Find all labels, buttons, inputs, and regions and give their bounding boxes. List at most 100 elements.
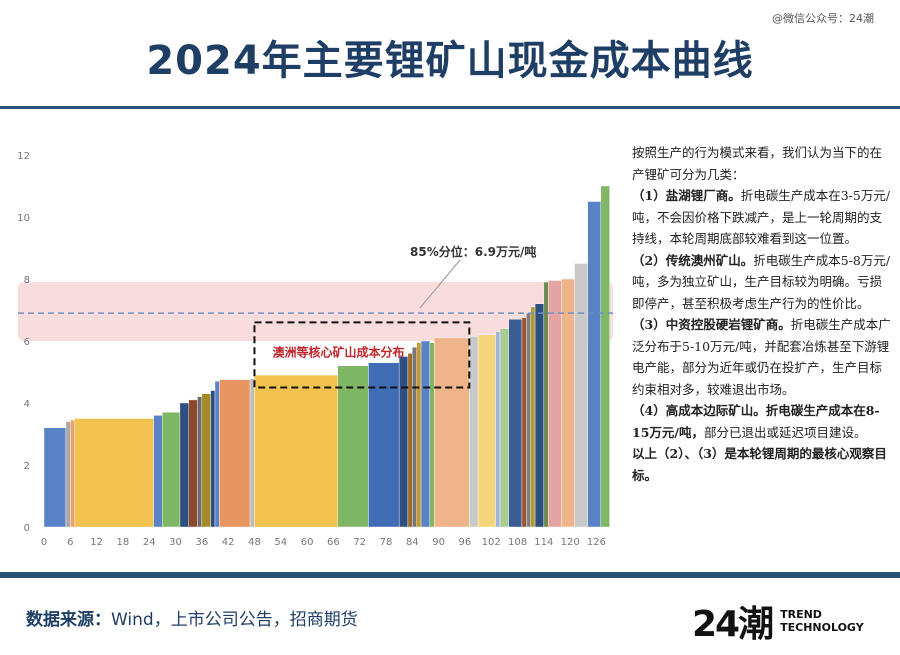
bar-34 xyxy=(543,281,549,528)
y-tick-label: 12 xyxy=(17,151,30,162)
bar-22 xyxy=(420,340,431,528)
bar-8 xyxy=(188,399,198,528)
x-tick-label: 54 xyxy=(274,537,287,548)
bar-5 xyxy=(153,415,163,528)
logo-mark: 24潮 xyxy=(692,604,774,645)
percentile-leader xyxy=(419,259,461,309)
x-tick-label: 90 xyxy=(432,537,445,548)
y-tick-label: 0 xyxy=(24,523,30,534)
bar-4 xyxy=(74,418,154,528)
x-tick-label: 36 xyxy=(195,537,208,548)
bar-25 xyxy=(469,336,479,528)
notes-item-2: （2）传统澳州矿山。折电碳生产成本5-8万元/吨，多为独立矿山，生产目标较为明确… xyxy=(632,250,894,315)
bar-6 xyxy=(162,412,181,528)
x-tick-label: 126 xyxy=(587,537,606,548)
bar-39 xyxy=(600,185,610,528)
bar-32 xyxy=(530,306,536,528)
notes-item-1-body: 折电碳生产成本在3-5万元/吨，不会因价格下跌减产，是上一轮周期的支持线，本轮周… xyxy=(632,188,891,246)
bar-7 xyxy=(179,402,189,528)
x-tick-label: 96 xyxy=(459,537,472,548)
bar-24 xyxy=(434,337,470,528)
bar-29 xyxy=(508,319,523,528)
highlight-band xyxy=(18,282,613,341)
bar-1 xyxy=(43,427,67,528)
source-text: Wind，上市公司公告，招商期货 xyxy=(111,610,358,630)
notes-conclusion-text: 以上（2）、（3）是本轮锂周期的最核心观察目标。 xyxy=(632,446,887,483)
x-tick-label: 18 xyxy=(117,537,130,548)
y-tick-label: 4 xyxy=(24,399,30,410)
y-tick-label: 8 xyxy=(24,275,30,286)
bar-37 xyxy=(574,263,588,528)
x-tick-label: 72 xyxy=(353,537,366,548)
bar-20 xyxy=(412,346,417,528)
bar-16 xyxy=(337,365,369,528)
brand-logo: 24潮 TREND TECHNOLOGY xyxy=(692,595,864,647)
top-divider xyxy=(0,106,900,109)
page-title: 2024年主要锂矿山现金成本曲线 xyxy=(146,38,754,84)
x-tick-label: 84 xyxy=(406,537,419,548)
x-tick-label: 30 xyxy=(169,537,182,548)
notes-item-4: （4）高成本边际矿山。折电碳生产成本在8-15万元/吨，部分已退出或延迟项目建设… xyxy=(632,400,894,443)
bar-15 xyxy=(254,374,338,528)
core-box xyxy=(253,321,471,389)
notes-item-2-body: 折电碳生产成本5-8万元/吨，多为独立矿山，生产目标较为明确。亏损即停产，甚至积… xyxy=(632,252,891,311)
bar-33 xyxy=(534,303,545,528)
bar-31 xyxy=(526,312,531,528)
bar-28 xyxy=(499,328,509,528)
notes-item-3: （3）中资控股硬岩锂矿商。折电碳生产成本广泛分布于5-10万元/吨，并配套冶炼甚… xyxy=(632,314,894,400)
bar-12 xyxy=(214,381,220,528)
bar-13 xyxy=(219,379,251,528)
x-tick-label: 48 xyxy=(248,537,261,548)
bar-18 xyxy=(398,356,409,528)
bottom-divider xyxy=(0,572,900,578)
y-tick-label: 6 xyxy=(24,337,30,348)
notes-item-3-head: （3）中资控股硬岩锂矿商。 xyxy=(632,317,791,332)
bar-9 xyxy=(197,396,203,528)
x-tick-label: 66 xyxy=(327,537,340,548)
logo-line-1: TREND xyxy=(780,608,822,621)
x-tick-label: 78 xyxy=(380,537,393,548)
watermark: @微信公众号：24潮 xyxy=(772,12,874,25)
bar-3 xyxy=(70,419,75,528)
logo-words: TREND TECHNOLOGY xyxy=(780,608,864,634)
x-tick-label: 102 xyxy=(482,537,501,548)
bar-21 xyxy=(416,342,422,528)
x-tick-label: 0 xyxy=(41,537,47,548)
notes-item-1: （1）盐湖锂厂商。折电碳生产成本在3-5万元/吨，不会因价格下跌减产，是上一轮周… xyxy=(632,185,894,250)
core-box-label: 澳洲等核心矿山成本分布 xyxy=(272,344,404,359)
notes-item-3-body: 折电碳生产成本广泛分布于5-10万元/吨，并配套冶炼甚至下游锂电产能，部分为近年… xyxy=(632,317,891,397)
notes-item-4-head: （4）高成本边际矿山。折电碳生产成本在8-15万元/吨， xyxy=(632,403,880,440)
x-tick-label: 24 xyxy=(143,537,156,548)
bar-23 xyxy=(429,342,435,528)
x-tick-label: 42 xyxy=(222,537,235,548)
bar-36 xyxy=(561,278,575,528)
logo-line-2: TECHNOLOGY xyxy=(780,621,864,634)
y-tick-label: 10 xyxy=(17,213,30,224)
x-tick-label: 114 xyxy=(534,537,553,548)
data-source: 数据来源：Wind，上市公司公告，招商期货 xyxy=(26,605,358,630)
x-tick-label: 60 xyxy=(301,537,314,548)
bar-14 xyxy=(249,378,255,528)
bar-26 xyxy=(477,334,496,528)
source-label: 数据来源： xyxy=(26,610,111,630)
notes-conclusion: 以上（2）、（3）是本轮锂周期的最核心观察目标。 xyxy=(632,443,894,486)
x-tick-label: 120 xyxy=(561,537,580,548)
bar-38 xyxy=(587,201,602,528)
x-tick-label: 12 xyxy=(90,537,103,548)
bar-2 xyxy=(65,421,71,528)
x-tick-label: 108 xyxy=(508,537,527,548)
bar-30 xyxy=(521,317,527,528)
x-tick-label: 6 xyxy=(67,537,73,548)
notes-intro: 按照生产的行为模式来看，我们认为当下的在产锂矿可分为几类： xyxy=(632,145,883,182)
commentary-panel: 按照生产的行为模式来看，我们认为当下的在产锂矿可分为几类： （1）盐湖锂厂商。折… xyxy=(632,142,894,486)
bar-11 xyxy=(210,390,216,528)
notes-item-4-body: 部分已退出或延迟项目建设。 xyxy=(703,424,867,440)
bar-35 xyxy=(548,280,562,528)
notes-item-2-head: （2）传统澳州矿山。 xyxy=(632,252,754,268)
notes-item-1-head: （1）盐湖锂厂商。 xyxy=(632,188,741,203)
bar-27 xyxy=(495,331,501,528)
y-tick-label: 2 xyxy=(24,461,30,472)
bar-10 xyxy=(201,393,211,528)
percentile-label: 85%分位：6.9万元/吨 xyxy=(410,244,536,259)
